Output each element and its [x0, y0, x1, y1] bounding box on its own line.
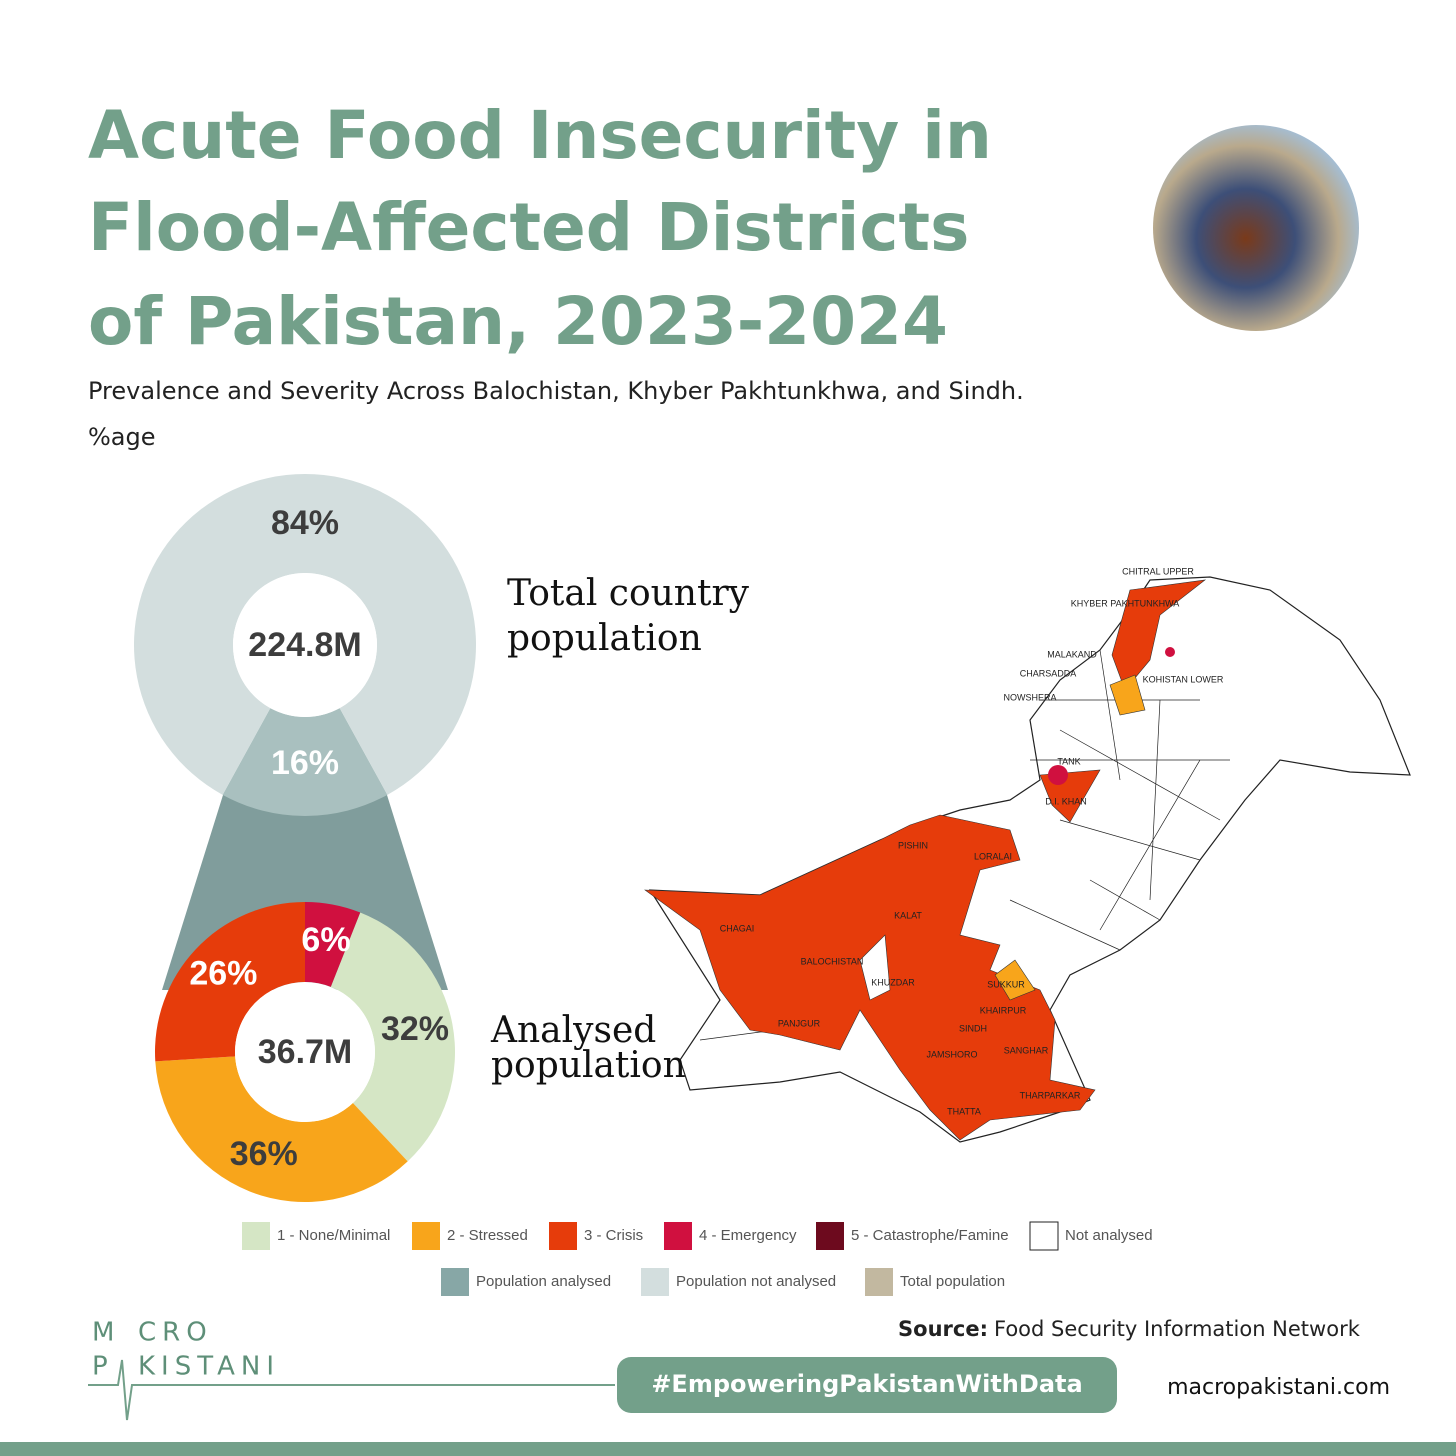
donut-hole: [235, 982, 375, 1122]
map-label: CHAGAI: [720, 923, 755, 933]
legend-label: Population analysed: [476, 1273, 611, 1290]
donut-hole: [233, 573, 377, 717]
legend-swatch: [412, 1222, 440, 1250]
unit: %age: [88, 423, 156, 451]
legend-swatch: [865, 1268, 893, 1296]
value-label: 36%: [230, 1135, 298, 1173]
map-label: JAMSHORO: [926, 1049, 977, 1059]
caption: Total country: [507, 573, 750, 614]
map-label: SANGHAR: [1004, 1045, 1049, 1055]
website[interactable]: macropakistani.com: [1167, 1375, 1390, 1400]
donut-slice: [305, 902, 361, 987]
hashtag-pill: [617, 1357, 1117, 1413]
map-label: NOWSHERA: [1003, 692, 1056, 702]
caption: population: [507, 618, 702, 659]
legend-label: 3 - Crisis: [584, 1227, 643, 1244]
source-label: Source:: [898, 1317, 988, 1341]
map-label: TANK: [1057, 756, 1080, 766]
title-line: Acute Food Insecurity in: [88, 97, 992, 174]
map-label: MALAKAND: [1047, 649, 1097, 659]
legend-label: 2 - Stressed: [447, 1227, 528, 1244]
bottom-bar: [0, 1442, 1456, 1456]
legend-label: Not analysed: [1065, 1227, 1153, 1244]
map-label: BALOCHISTAN: [801, 956, 864, 966]
logo-line: [88, 1359, 615, 1421]
logo-text: CRO: [138, 1318, 213, 1348]
donut-slice: [134, 474, 476, 795]
map-label: KHUZDAR: [871, 977, 915, 987]
logo-text: KISTANI: [138, 1352, 280, 1382]
crisis-area: [1111, 579, 1207, 691]
map-label: SUKKUR: [987, 979, 1025, 989]
emergency-area: [1165, 647, 1175, 657]
donut-slice: [222, 708, 388, 817]
value-label: 26%: [189, 954, 257, 992]
map-label: CHITRAL UPPER: [1122, 566, 1194, 576]
legend-swatch: [549, 1222, 577, 1250]
legend-swatch: [664, 1222, 692, 1250]
source: Food Security Information Network: [994, 1317, 1361, 1341]
stressed-area: [1109, 674, 1146, 716]
center-label: 36.7M: [258, 1033, 353, 1071]
map-label: KALAT: [894, 910, 922, 920]
map-label: D.I. KHAN: [1045, 796, 1087, 806]
caption: population: [491, 1045, 686, 1086]
legend-swatch: [242, 1222, 270, 1250]
donut-slice: [330, 912, 456, 1162]
logo-text: P: [92, 1352, 114, 1382]
legend-swatch: [1029, 1221, 1059, 1251]
logo-text: M: [92, 1318, 120, 1348]
map-label: KHAIRPUR: [980, 1005, 1027, 1015]
map-label: PANJGUR: [778, 1018, 821, 1028]
stressed-area: [994, 959, 1036, 1001]
center-label: 224.8M: [248, 626, 361, 664]
map-label: SINDH: [959, 1023, 987, 1033]
value-label: 6%: [301, 921, 350, 959]
legend-swatch: [641, 1268, 669, 1296]
not-analysed-area: [859, 934, 891, 1001]
donut-slice: [155, 1056, 408, 1203]
donut-slice: [154, 902, 305, 1062]
legend-label: 5 - Catastrophe/Famine: [851, 1227, 1009, 1244]
map-label: PISHIN: [898, 840, 928, 850]
map-label: LORALAI: [974, 851, 1012, 861]
caption: Analysed: [490, 1010, 656, 1051]
legend-label: Total population: [900, 1273, 1005, 1290]
map-label: THARPARKAR: [1020, 1090, 1081, 1100]
title-line: Flood-Affected Districts: [88, 189, 969, 266]
map-label: KHYBER PAKHTUNKHWA: [1071, 598, 1180, 608]
legend-label: Population not analysed: [676, 1273, 836, 1290]
map-label: CHARSADDA: [1020, 668, 1077, 678]
legend-label: 4 - Emergency: [699, 1227, 797, 1244]
map: [644, 576, 1411, 1143]
map-label: KOHISTAN LOWER: [1143, 674, 1224, 684]
subtitle: Prevalence and Severity Across Balochist…: [88, 377, 1024, 405]
title-line: of Pakistan, 2023-2024: [88, 283, 948, 360]
photo: [1153, 125, 1359, 331]
hashtag: #EmpoweringPakistanWithData: [651, 1370, 1082, 1398]
map-label: THATTA: [947, 1106, 981, 1116]
legend-swatch: [441, 1268, 469, 1296]
value-label: 16%: [271, 744, 339, 782]
legend-swatch: [816, 1222, 844, 1250]
value-label: 32%: [381, 1010, 449, 1048]
emergency-area: [1048, 765, 1068, 785]
value-label: 84%: [271, 504, 339, 542]
legend-label: 1 - None/Minimal: [277, 1227, 390, 1244]
